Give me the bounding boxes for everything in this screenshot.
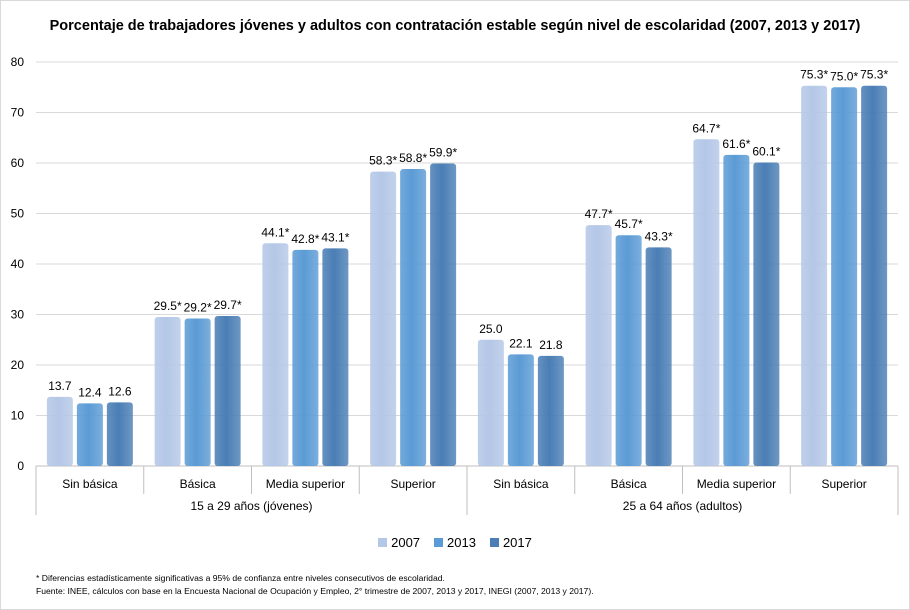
data-label: 58.3* [369,154,397,168]
legend-item: 2013 [434,535,476,550]
bar-2017 [753,162,780,466]
data-label: 60.1* [752,144,780,158]
bar-2013 [723,154,750,467]
category-label: Media superior [697,477,776,491]
category-label: Superior [390,477,435,491]
legend: 2007 2013 2017 [0,535,910,550]
data-label: 42.8* [291,232,319,246]
bar-2017 [861,85,888,467]
bar-2017 [214,316,241,466]
bar-2007 [585,225,612,466]
y-tick-label: 60 [11,156,25,170]
bar-2007 [801,85,828,467]
category-label: Básica [180,477,216,491]
data-label: 61.6* [722,137,750,151]
data-label: 29.7* [214,298,242,312]
data-label: 12.6 [108,384,132,398]
legend-swatch [378,538,388,547]
data-label: 43.3* [645,229,673,243]
data-label: 47.7* [585,207,613,221]
bar-2013 [184,318,211,466]
data-label: 59.9* [429,146,457,160]
legend-swatch [434,538,444,547]
legend-item: 2007 [378,535,420,550]
legend-item: 2017 [489,535,532,550]
y-tick-label: 10 [11,409,25,423]
data-label: 12.4 [78,385,102,399]
data-label: 13.7 [48,379,72,393]
y-tick-label: 70 [11,106,25,120]
bar-2017 [106,402,133,466]
data-label: 44.1* [261,225,289,239]
y-tick-label: 50 [11,207,25,221]
category-label: Básica [611,477,647,491]
bar-2007 [154,317,181,466]
bar-2013 [615,235,642,466]
y-tick-label: 20 [11,358,25,372]
data-label: 29.5* [154,299,182,313]
data-label: 75.3* [860,68,888,82]
footnotes: * Diferencias estadísticamente significa… [36,572,594,597]
data-label: 22.1 [509,336,533,350]
legend-label: 2017 [502,535,532,550]
bar-2013 [400,169,427,466]
data-label: 75.0* [830,69,858,83]
bar-2017 [430,163,457,466]
bar-2017 [537,355,564,466]
category-label: Sin básica [493,477,549,491]
data-label: 58.8* [399,151,427,165]
data-label: 25.0 [479,322,503,336]
data-label: 64.7* [692,121,720,135]
bar-2017 [645,247,672,466]
group-label: 15 a 29 años (jóvenes) [190,499,312,513]
category-label: Superior [821,477,866,491]
bar-2007 [477,339,504,466]
category-label: Sin básica [62,477,118,491]
legend-label: 2007 [391,535,421,550]
data-label: 29.2* [184,301,212,315]
bar-2007 [693,139,720,466]
bar-2013 [831,87,858,466]
bar-2013 [76,403,103,466]
data-label: 21.8 [539,338,563,352]
data-label: 75.3* [800,68,828,82]
bar-2017 [322,248,349,466]
legend-swatch [489,538,499,547]
y-tick-label: 40 [11,257,25,271]
chart-title: Porcentaje de trabajadores jóvenes y adu… [49,18,861,34]
data-label: 43.1* [321,230,349,244]
data-label: 45.7* [615,217,643,231]
legend-label: 2013 [447,535,476,550]
group-label: 25 a 64 años (adultos) [623,499,742,513]
bar-2007 [262,243,289,466]
bar-2007 [370,171,397,466]
source-note: Fuente: INEE, cálculos con base en la En… [36,585,594,596]
bar-2007 [46,396,73,466]
significance-note: * Diferencias estadísticamente significa… [36,573,445,583]
bar-chart: 0 10 20 30 40 50 60 70 80 13.7 12.4 12.6 Sin básica 2… [11,55,899,515]
category-label: Media superior [266,477,345,491]
y-tick-label: 30 [11,308,25,322]
y-tick-label: 0 [17,459,24,473]
y-tick-label: 80 [11,55,25,69]
bar-2013 [292,249,319,466]
bar-2013 [507,354,534,466]
